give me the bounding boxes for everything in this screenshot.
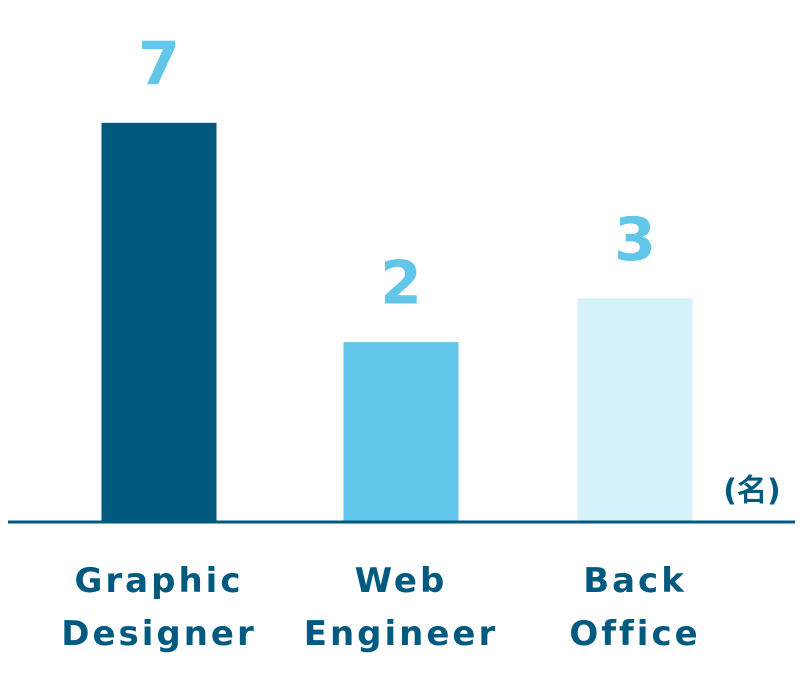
x-tick-label: Back Office — [569, 561, 700, 654]
bar — [343, 342, 459, 522]
unit-label: (名) — [723, 474, 780, 509]
bar — [101, 122, 217, 522]
x-tick-label: Web Engineer — [304, 561, 499, 654]
bar — [577, 298, 693, 522]
value-label: 3 — [614, 205, 656, 275]
value-label: 7 — [138, 29, 180, 99]
x-tick-label: Graphic Designer — [61, 561, 257, 654]
value-label: 2 — [380, 249, 422, 319]
